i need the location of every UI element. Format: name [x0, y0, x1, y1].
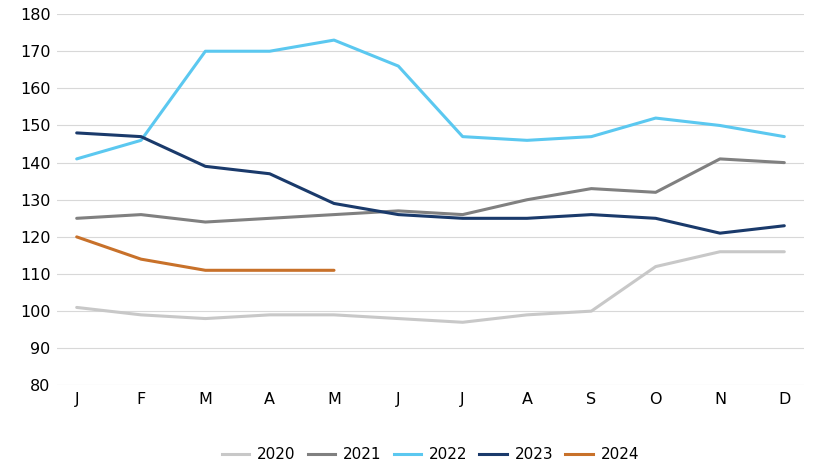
Legend: 2020, 2021, 2022, 2023, 2024: 2020, 2021, 2022, 2023, 2024	[215, 441, 645, 469]
2024	[265, 267, 274, 273]
Line: 2021: 2021	[77, 159, 783, 222]
2021	[650, 189, 660, 195]
2020	[522, 312, 532, 318]
2021	[714, 156, 724, 162]
2021	[522, 197, 532, 203]
2023	[586, 212, 595, 218]
2022	[72, 156, 82, 162]
2023	[328, 201, 338, 206]
2024	[136, 256, 146, 262]
2020	[650, 264, 660, 269]
2021	[200, 219, 210, 225]
2023	[714, 230, 724, 236]
2024	[72, 234, 82, 240]
2023	[265, 171, 274, 177]
2021	[393, 208, 403, 214]
2022	[136, 138, 146, 143]
2022	[650, 115, 660, 121]
2023	[393, 212, 403, 218]
2023	[136, 134, 146, 140]
2023	[457, 216, 467, 221]
Line: 2020: 2020	[77, 252, 783, 322]
2022	[586, 134, 595, 140]
2022	[265, 48, 274, 54]
2024	[200, 267, 210, 273]
2020	[136, 312, 146, 318]
2024	[328, 267, 338, 273]
2021	[265, 216, 274, 221]
2021	[72, 216, 82, 221]
2021	[778, 160, 788, 165]
2020	[586, 308, 595, 314]
2022	[714, 123, 724, 128]
2021	[457, 212, 467, 218]
2022	[522, 138, 532, 143]
2020	[457, 320, 467, 325]
2021	[586, 186, 595, 191]
2023	[778, 223, 788, 228]
2023	[200, 164, 210, 169]
2020	[265, 312, 274, 318]
2022	[393, 63, 403, 69]
2021	[136, 212, 146, 218]
2020	[778, 249, 788, 255]
2022	[457, 134, 467, 140]
2020	[393, 316, 403, 321]
2023	[522, 216, 532, 221]
2022	[778, 134, 788, 140]
Line: 2023: 2023	[77, 133, 783, 233]
2023	[650, 216, 660, 221]
2020	[714, 249, 724, 255]
2020	[72, 305, 82, 310]
2021	[328, 212, 338, 218]
2020	[200, 316, 210, 321]
2022	[200, 48, 210, 54]
2020	[328, 312, 338, 318]
2023	[72, 130, 82, 136]
2022	[328, 37, 338, 43]
Line: 2024: 2024	[77, 237, 333, 270]
Line: 2022: 2022	[77, 40, 783, 159]
